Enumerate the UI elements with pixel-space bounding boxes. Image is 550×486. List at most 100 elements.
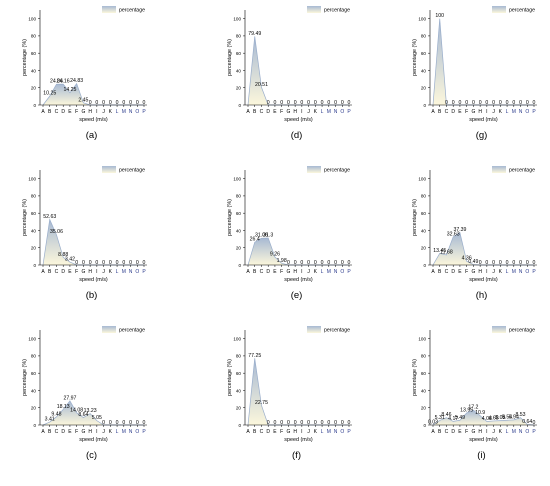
data-label: 0 <box>102 100 105 106</box>
y-tick-label: 100 <box>418 16 426 21</box>
y-tick-label: 80 <box>236 194 242 199</box>
data-label: 0 <box>506 100 509 106</box>
x-axis-label: speed (m/s) <box>469 437 498 443</box>
x-tick-label: P <box>142 269 146 275</box>
data-label: 0 <box>479 100 482 106</box>
x-tick-label: M <box>122 429 126 435</box>
x-tick-label: K <box>499 109 503 115</box>
data-label: 52.63 <box>43 214 56 220</box>
y-tick-label: 80 <box>421 354 427 359</box>
data-label: 0 <box>116 420 119 426</box>
x-tick-label: K <box>499 429 503 435</box>
data-label: 0 <box>512 100 515 106</box>
data-label: 0 <box>136 100 139 106</box>
data-label: 0 <box>122 100 125 106</box>
data-label: 4.17 <box>448 416 458 422</box>
x-tick-label: G <box>81 109 85 115</box>
x-tick-label: N <box>129 109 133 115</box>
data-label: 0 <box>526 100 529 106</box>
x-tick-label: I <box>301 429 302 435</box>
data-label: 0 <box>334 260 337 266</box>
y-tick-label: 0 <box>33 103 36 108</box>
data-label: 37.39 <box>453 227 466 233</box>
x-tick-label: O <box>525 109 529 115</box>
y-tick-label: 40 <box>236 388 242 393</box>
y-tick-label: 60 <box>31 51 37 56</box>
x-tick-label: N <box>519 109 523 115</box>
y-tick-label: 80 <box>31 194 37 199</box>
x-tick-label: K <box>109 109 113 115</box>
data-label: 24.06 <box>50 79 63 85</box>
data-label: 2.45 <box>78 97 88 103</box>
area-series <box>43 219 144 265</box>
data-label: 0 <box>327 420 330 426</box>
data-label: 5.08 <box>495 415 505 421</box>
data-label: 17.2 <box>468 405 478 411</box>
legend-label: percentage <box>509 327 535 333</box>
data-label: 0 <box>526 260 529 266</box>
x-tick-label: L <box>506 109 509 115</box>
x-tick-label: F <box>75 269 78 275</box>
y-tick-label: 60 <box>421 51 427 56</box>
x-axis-label: speed (m/s) <box>79 277 108 283</box>
y-tick-label: 20 <box>31 406 37 411</box>
data-label: 0 <box>294 260 297 266</box>
x-tick-label: B <box>438 269 442 275</box>
data-label: 0 <box>499 100 502 106</box>
x-tick-label: G <box>81 429 85 435</box>
x-tick-label: L <box>116 269 119 275</box>
legend-swatch <box>492 6 506 13</box>
x-tick-label: L <box>116 429 119 435</box>
y-tick-label: 60 <box>236 371 242 376</box>
area-series <box>433 18 534 105</box>
x-tick-label: F <box>465 269 468 275</box>
legend-swatch <box>102 166 116 173</box>
data-label: 26.4 <box>250 237 260 243</box>
y-tick-label: 20 <box>236 246 242 251</box>
y-tick-label: 100 <box>233 16 241 21</box>
y-tick-label: 40 <box>31 228 37 233</box>
x-tick-label: M <box>122 109 126 115</box>
x-tick-label: L <box>321 109 324 115</box>
x-tick-label: H <box>88 109 92 115</box>
legend-label: percentage <box>324 327 350 333</box>
data-label: 0 <box>95 260 98 266</box>
x-tick-label: F <box>465 109 468 115</box>
x-tick-label: A <box>431 269 435 275</box>
data-label: 0 <box>465 100 468 106</box>
x-tick-label: G <box>81 269 85 275</box>
x-tick-label: J <box>492 269 495 275</box>
data-label: 0 <box>75 260 78 266</box>
x-tick-label: J <box>492 429 495 435</box>
x-tick-label: C <box>55 429 59 435</box>
y-tick-label: 100 <box>28 336 36 341</box>
legend-label: percentage <box>509 167 535 173</box>
data-label: 0 <box>82 260 85 266</box>
x-tick-label: H <box>293 109 297 115</box>
y-tick-label: 40 <box>31 68 37 73</box>
x-tick-label: J <box>102 429 105 435</box>
data-label: 0 <box>102 420 105 426</box>
data-label: 13.23 <box>84 408 97 414</box>
x-tick-label: L <box>321 269 324 275</box>
series-line <box>432 409 535 426</box>
y-tick-label: 0 <box>238 263 241 268</box>
x-tick-label: B <box>48 429 52 435</box>
y-tick-label: 80 <box>236 354 242 359</box>
legend-label: percentage <box>119 167 145 173</box>
chart-panel: 0 20 40 60 80 100 A B C D E F G H I J K L M N O P 0.035.318.46… <box>412 326 537 461</box>
data-label: 0 <box>348 100 351 106</box>
x-tick-label: J <box>492 109 495 115</box>
x-tick-label: N <box>334 109 338 115</box>
x-tick-label: A <box>41 429 45 435</box>
x-tick-label: F <box>75 429 78 435</box>
x-tick-label: M <box>122 269 126 275</box>
y-tick-label: 80 <box>421 34 427 39</box>
x-tick-label: D <box>266 269 270 275</box>
x-tick-label: H <box>88 269 92 275</box>
data-label: 31.3 <box>263 232 273 238</box>
data-label: 0 <box>143 420 146 426</box>
x-tick-label: J <box>307 429 310 435</box>
x-tick-label: H <box>478 429 482 435</box>
